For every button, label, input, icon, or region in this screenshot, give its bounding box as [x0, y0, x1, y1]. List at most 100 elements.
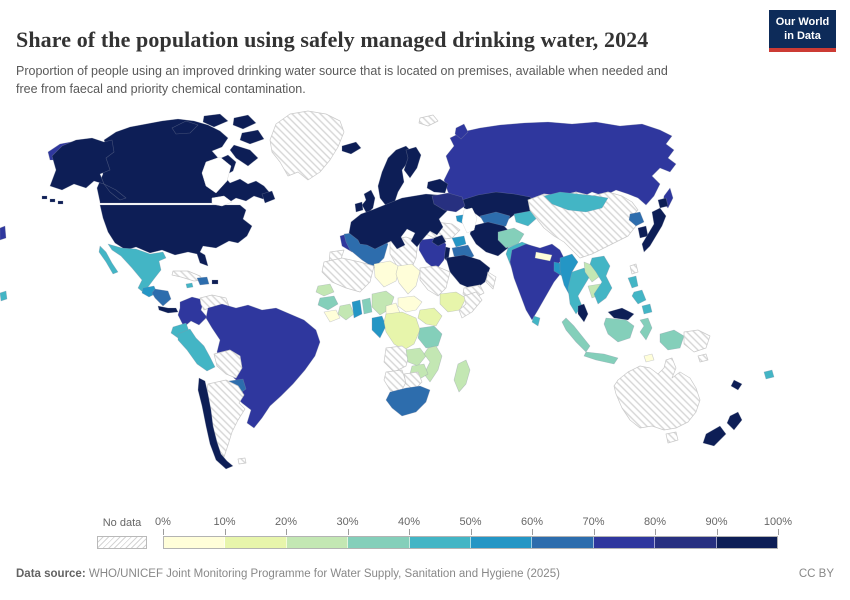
legend-bin-90-100%[interactable]: [716, 537, 778, 548]
region-ukraine[interactable]: Ukraine: 80-90%: [431, 192, 466, 213]
region-botswana[interactable]: Botswana: No data: [403, 371, 423, 391]
region-malaysia-peninsula[interactable]: Malaysia: 90-100%: [577, 303, 589, 323]
region-greece[interactable]: Greece: 90-100%: [431, 234, 447, 247]
region-japan[interactable]: Japan: 90-100%: [641, 207, 667, 253]
region-somalia[interactable]: Somalia: No data: [458, 291, 483, 319]
region-russia-novaya-zemlya[interactable]: Russia: 70-80%: [454, 123, 469, 140]
region-niger[interactable]: Niger: 0-10%: [373, 260, 401, 288]
region-ireland[interactable]: Ireland: 90-100%: [354, 201, 364, 213]
region-indonesia-sumatra[interactable]: Indonesia: 30-40%: [561, 317, 591, 353]
region-costa-rica-panama[interactable]: Costa Rica & Panama: 90-100%: [157, 305, 179, 314]
region-togo-benin[interactable]: Togo & Benin: 30-40%: [361, 297, 373, 315]
region-indonesia-sulawesi[interactable]: Indonesia: 30-40%: [639, 317, 653, 341]
region-tasmania[interactable]: Tasmania: No data: [665, 431, 679, 444]
region-saudi-arabia[interactable]: Saudi Arabia: 90-100%: [445, 254, 491, 291]
legend-bin-60-70%[interactable]: [532, 537, 594, 548]
region-greenland[interactable]: Greenland: No data: [269, 110, 345, 181]
region-timor[interactable]: Timor-Leste: 0-10%: [643, 353, 655, 363]
region-nepal[interactable]: Nepal: 0-10%: [534, 251, 553, 262]
region-peru[interactable]: Peru: 40-50%: [177, 328, 216, 372]
legend-no-data-swatch[interactable]: [97, 536, 147, 549]
region-north-korea[interactable]: North Korea: 60-70%: [628, 211, 645, 227]
region-indonesia-java[interactable]: Indonesia: 30-40%: [583, 351, 619, 365]
region-mauritania-mali[interactable]: Mauritania & Mali: No data: [321, 257, 375, 293]
region-angola[interactable]: Angola: No data: [383, 345, 411, 373]
region-iceland[interactable]: Iceland: 90-100%: [341, 141, 362, 155]
region-fiji-edge-sliver[interactable]: Fiji: 40-50%: [0, 290, 8, 302]
region-drc[interactable]: Democratic Republic of Congo: 10-20%: [383, 311, 421, 351]
region-guinea[interactable]: Guinea: 30-40%: [317, 295, 339, 311]
legend-bin-10-20%[interactable]: [225, 537, 287, 548]
legend-bin-50-60%[interactable]: [471, 537, 533, 548]
region-canada-island-3[interactable]: Canada: 90-100%: [232, 114, 257, 130]
region-new-zealand-south[interactable]: New Zealand: 90-100%: [702, 425, 727, 447]
region-chad[interactable]: Chad: 0-10%: [395, 263, 421, 295]
region-philippines-mindanao[interactable]: Philippines: 40-50%: [641, 303, 653, 315]
region-chile[interactable]: Chile: 90-100%: [197, 377, 234, 470]
region-sudan[interactable]: Sudan: No data: [419, 265, 451, 297]
region-australia[interactable]: Australia: No data: [613, 357, 701, 431]
region-solomon[interactable]: Solomon Islands: No data: [697, 353, 709, 363]
region-oman[interactable]: Oman: No data: [485, 271, 497, 290]
region-malawi-mozambique[interactable]: Malawi & Mozambique: 20-30%: [423, 345, 443, 383]
region-bolivia[interactable]: Bolivia: No data: [213, 349, 243, 379]
region-fiji[interactable]: Fiji: 40-50%: [763, 369, 775, 380]
region-syria[interactable]: Syria: 50-60%: [451, 235, 467, 248]
region-madagascar[interactable]: Madagascar: 20-30%: [453, 359, 471, 393]
region-zambia[interactable]: Zambia: 20-30%: [405, 347, 427, 367]
legend-bin-0-10%[interactable]: [164, 537, 226, 548]
region-puerto-rico[interactable]: Puerto Rico: 90-100%: [211, 279, 219, 285]
region-south-africa[interactable]: South Africa: 60-70%: [385, 385, 431, 417]
region-russia-edge-sliver[interactable]: Russia: 70-80%: [0, 225, 7, 241]
region-kyrgyzstan-tajikistan[interactable]: Kyrgyzstan & Tajikistan: 40-50%: [513, 210, 539, 227]
region-iran[interactable]: Iran: 90-100%: [469, 221, 513, 257]
region-new-zealand-north[interactable]: New Zealand: 90-100%: [726, 411, 743, 431]
region-philippines-luzon[interactable]: Philippines: 40-50%: [627, 275, 639, 289]
region-indonesia-west-papua[interactable]: Indonesia: 30-40%: [659, 329, 685, 351]
region-aleutians[interactable]: United States: 90-100%: [41, 195, 64, 205]
region-india[interactable]: India: 70-80%: [509, 243, 565, 321]
region-sierra-leone-liberia[interactable]: Sierra Leone & Liberia: 0-10%: [323, 309, 341, 323]
legend-bin-70-80%[interactable]: [593, 537, 656, 548]
region-svalbard[interactable]: Svalbard: No data: [418, 114, 439, 127]
region-philippines-visayas[interactable]: Philippines: 40-50%: [631, 289, 647, 305]
license-link[interactable]: CC BY: [798, 568, 834, 580]
owid-logo[interactable]: Our World in Data: [769, 10, 836, 52]
region-finland[interactable]: Finland: 90-100%: [403, 146, 422, 179]
region-hispaniola[interactable]: Dominican Republic: 60-70%: [196, 276, 210, 286]
region-canada-newfoundland[interactable]: Canada: 90-100%: [261, 190, 276, 204]
legend-bin-40-50%[interactable]: [409, 537, 472, 548]
legend-bin-20-30%[interactable]: [286, 537, 349, 548]
region-vietnam[interactable]: Vietnam: 40-50%: [589, 255, 613, 305]
region-indonesia-borneo[interactable]: Indonesia: 30-40%: [603, 317, 635, 343]
region-canada-island-2[interactable]: Canada: 90-100%: [202, 113, 229, 128]
legend-bin-80-90%[interactable]: [655, 537, 717, 548]
region-japan-hokkaido[interactable]: Japan: 90-100%: [657, 197, 669, 209]
region-senegal[interactable]: Senegal: 20-30%: [315, 283, 335, 297]
region-cote-divoire[interactable]: Côte d'Ivoire: 20-30%: [337, 303, 355, 321]
region-alaska[interactable]: United States: 90-100%: [49, 137, 115, 191]
region-falkland[interactable]: Falkland Islands: No data: [237, 457, 247, 465]
region-china[interactable]: China: No data: [527, 191, 639, 259]
region-uganda-kenya[interactable]: Uganda & Kenya: 10-20%: [417, 307, 443, 327]
region-gabon-congo[interactable]: Gabon & Congo: 50-60%: [371, 315, 387, 339]
region-ghana[interactable]: Ghana: 50-60%: [351, 299, 363, 319]
region-mexico-baja[interactable]: Mexico: 40-50%: [98, 245, 119, 275]
region-new-caledonia[interactable]: New Caledonia: 90-100%: [730, 379, 743, 391]
region-taiwan[interactable]: Taiwan: No data: [629, 263, 639, 275]
region-baltics-belarus[interactable]: Baltics & Belarus: 90-100%: [426, 178, 449, 194]
legend-bin-30-40%[interactable]: [348, 537, 410, 548]
region-sri-lanka[interactable]: Sri Lanka: 40-50%: [531, 315, 541, 327]
region-car[interactable]: Central African Republic: 0-10%: [397, 295, 423, 313]
region-canada-baffin[interactable]: Canada: 90-100%: [229, 144, 259, 167]
region-alaska-panhandle[interactable]: United States: 90-100%: [103, 183, 127, 201]
region-canada-island-1[interactable]: Canada: 90-100%: [171, 120, 199, 135]
region-canada-island-4[interactable]: Canada: 90-100%: [239, 129, 265, 145]
region-malaysia-borneo[interactable]: Malaysia: 90-100%: [607, 307, 635, 321]
region-tanzania[interactable]: Tanzania: 30-40%: [417, 325, 443, 349]
region-png[interactable]: Papua New Guinea: No data: [683, 329, 711, 353]
region-europe[interactable]: Western & Central Europe: 90-100%: [348, 193, 452, 250]
region-mexico[interactable]: Mexico: 40-50%: [107, 243, 167, 294]
region-jamaica[interactable]: Jamaica: 40-50%: [185, 282, 194, 289]
region-honduras-nicaragua[interactable]: Honduras & Nicaragua: 60-70%: [151, 288, 172, 307]
